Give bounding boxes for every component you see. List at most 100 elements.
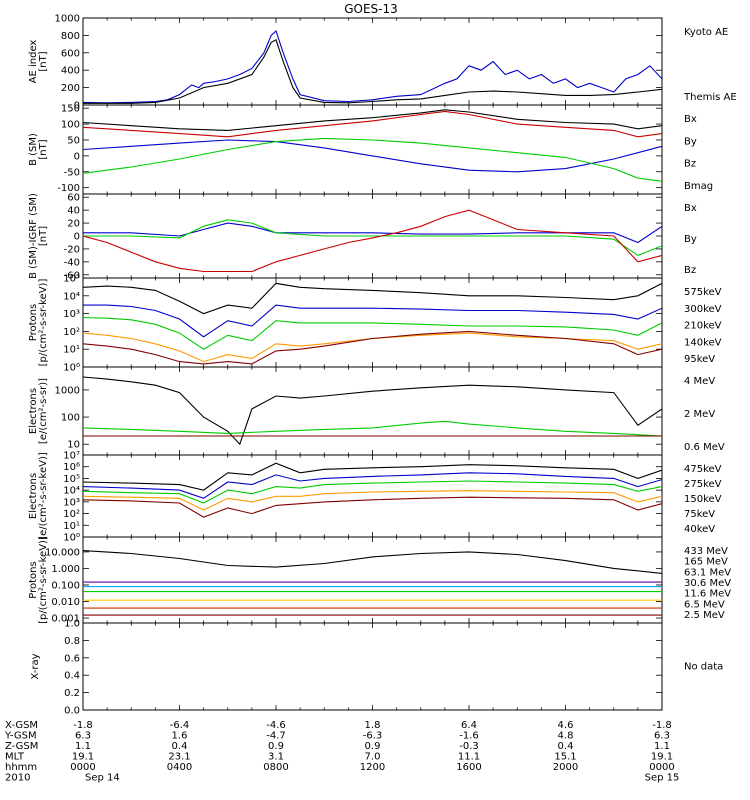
legend-entry: 4 MeV: [684, 376, 715, 387]
legend-entry: Bz: [684, 159, 696, 170]
y-tick-label: 10⁴: [63, 486, 80, 497]
y-axis-label: B (SM): [28, 133, 39, 166]
x-row-value: Sep 15: [645, 773, 680, 784]
y-tick-label: 0.8: [64, 636, 80, 647]
y-tick-label: 1.0: [64, 619, 80, 630]
legend-entry: 63.1 MeV: [684, 567, 731, 578]
y-tick-label: 0.100: [51, 580, 80, 591]
series-line-bmag: [83, 109, 662, 131]
x-row-value: 0000: [70, 762, 95, 773]
legend-entry: 433 MeV: [684, 546, 728, 557]
y-tick-label: -40: [64, 257, 80, 268]
y-tick-label: -60: [64, 270, 80, 281]
y-axis-label: [e/(cm²-s-sr-keV)]: [38, 452, 49, 540]
legend-entry: Kyoto AE: [684, 27, 728, 38]
panel-frame: [82, 17, 663, 106]
y-tick-label: 0.001: [51, 614, 80, 625]
y-tick-label: -100: [57, 183, 80, 194]
y-tick-label: 0.6: [64, 653, 80, 664]
panel-frame: [82, 366, 663, 456]
x-row-value: 0800: [263, 762, 288, 773]
x-row-value: -6.4: [170, 720, 190, 731]
x-row-value: -0.3: [459, 741, 479, 752]
x-row-value: -4.6: [266, 720, 286, 731]
x-row-label: 2010: [5, 773, 30, 784]
x-row-value: 0400: [167, 762, 192, 773]
series-line-bx: [83, 139, 662, 173]
x-row-value: 1.8: [365, 720, 381, 731]
legend-entry: 95keV: [684, 354, 715, 365]
legend-entry: Themis AE: [683, 92, 737, 103]
x-row-value: 3.1: [268, 752, 284, 763]
series-line-by: [83, 137, 662, 182]
y-axis-label: AE index: [28, 40, 39, 84]
y-tick-label: 20: [67, 219, 80, 230]
panel-bsm: -100 -50 0 50 100 150 B (SM) [nT] Bx By Bz Bmag: [28, 104, 713, 195]
series-line-2-mev: [83, 420, 662, 437]
y-axis-label: Electrons: [28, 388, 39, 434]
series-line-2-5-mev: [83, 550, 662, 574]
x-row-value: -1.6: [459, 731, 479, 742]
x-row-label: Y-GSM: [4, 731, 37, 742]
x-row-value: -1.8: [73, 720, 93, 731]
series-line-275kev: [83, 490, 662, 511]
x-row-value: 23.1: [168, 752, 190, 763]
x-row-value: 4.8: [558, 731, 574, 742]
y-tick-label: 60: [67, 193, 80, 204]
legend-entry: 300keV: [684, 304, 722, 315]
y-tick-label: 10²: [63, 327, 80, 338]
legend-entry: Bmag: [684, 181, 713, 192]
y-axis-label: Protons: [28, 561, 39, 598]
y-tick-label: 1000: [55, 14, 80, 25]
x-row-value: 0.9: [268, 741, 284, 752]
legend-entry: 2 MeV: [684, 409, 715, 420]
x-row-value: Sep 14: [85, 773, 120, 784]
x-row-value: 4.6: [558, 720, 574, 731]
legend-entry: Bx: [684, 203, 697, 214]
y-tick-label: 100: [61, 413, 80, 424]
panel-frame: [82, 536, 663, 624]
y-tick-label: 10⁵: [63, 274, 80, 285]
y-axis-label: [e/(cm²-s-sr)]: [38, 378, 49, 444]
series-line-95kev: [83, 282, 662, 315]
x-row-value: 1.1: [75, 741, 91, 752]
y-tick-label: 10⁴: [63, 291, 80, 302]
x-row-value: 6.4: [461, 720, 477, 731]
series-line-475kev: [83, 496, 662, 518]
y-tick-label: 10: [67, 440, 80, 451]
x-row-value: 2000: [553, 762, 578, 773]
series-group: [83, 209, 662, 273]
chart-title: GOES-13: [344, 2, 398, 16]
y-tick-label: 10⁷: [63, 451, 80, 462]
x-row-value: 0.9: [365, 741, 381, 752]
y-tick-label: 200: [61, 83, 80, 94]
legend-entry: 40keV: [684, 524, 715, 535]
series-line-by: [83, 219, 662, 257]
series-line-40kev: [83, 462, 662, 491]
legend-entry: 575keV: [684, 287, 722, 298]
x-row-label: Z-GSM: [5, 741, 38, 752]
y-tick-label: 400: [61, 66, 80, 77]
y-axis-label: B (SM)-IGRF (SM): [28, 193, 39, 279]
y-tick-label: 10³: [63, 309, 80, 320]
y-axis-label: Electrons: [28, 473, 39, 519]
y-tick-label: 10.000: [45, 547, 80, 558]
y-tick-label: 10¹: [63, 521, 80, 532]
y-tick-label: 600: [61, 48, 80, 59]
series-group: [83, 30, 662, 104]
legend-entry: 30.6 MeV: [684, 578, 731, 589]
legend-entry: 11.6 MeV: [684, 589, 731, 600]
y-tick-label: 10⁶: [63, 462, 80, 473]
y-tick-label: -50: [64, 167, 80, 178]
panel-ae: 0 200 400 600 800 1000 AE index [nT] Kyoto AE The…: [28, 14, 737, 112]
y-tick-label: 150: [61, 104, 80, 115]
y-tick-label: 10²: [63, 509, 80, 520]
y-tick-label: 0.0: [64, 706, 80, 717]
legend-entry: 2.5 MeV: [684, 610, 725, 621]
y-tick-label: 0.4: [64, 671, 80, 682]
y-tick-label: 10³: [63, 497, 80, 508]
y-axis-label: [nT]: [38, 51, 49, 71]
x-row-value: 0.4: [558, 741, 574, 752]
x-row-value: -4.7: [266, 731, 286, 742]
